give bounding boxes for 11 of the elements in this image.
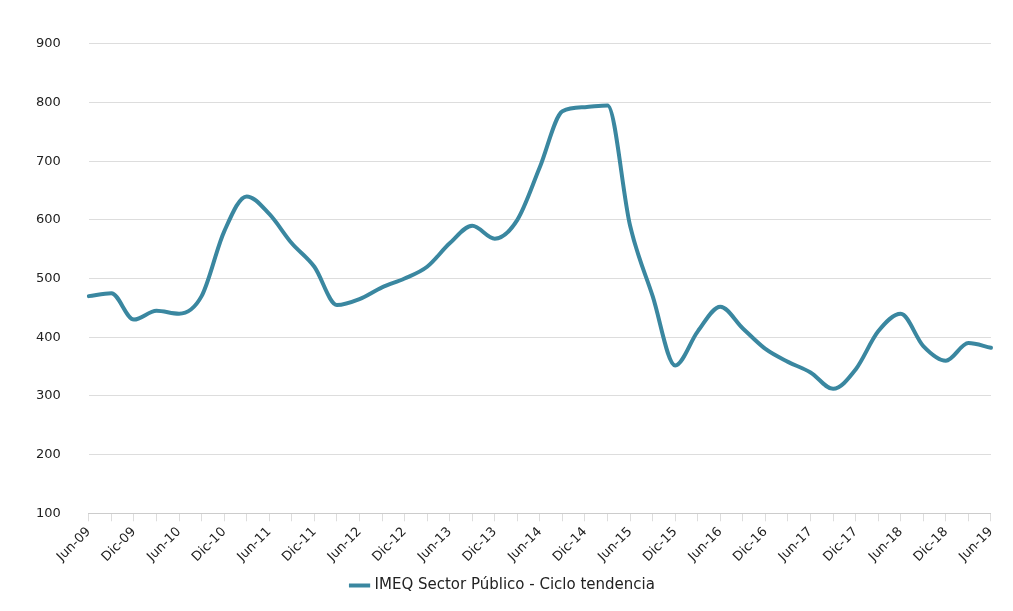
line-series [86,103,993,391]
y-tick-label: 800 [35,93,61,109]
y-tick-label: 600 [35,211,61,227]
y-tick-label: 900 [35,35,61,51]
y-tick-label: 300 [35,387,61,403]
y-tick-label: 100 [35,504,61,520]
legend-label: IMEQ Sector Público - Ciclo tendencia [374,575,655,594]
y-tick-label: 200 [35,445,61,461]
y-tick-label: 700 [35,152,61,168]
y-tick-label: 400 [35,328,61,344]
y-tick-label: 500 [35,269,61,285]
